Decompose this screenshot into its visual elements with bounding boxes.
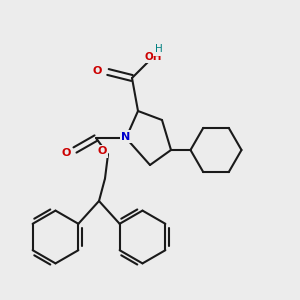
Text: N: N [122,131,130,142]
Text: O: O [61,148,71,158]
Text: OH: OH [144,52,162,62]
Text: O: O [93,65,102,76]
Text: O: O [97,146,107,157]
Text: O: O [61,148,71,158]
Text: H: H [154,44,162,55]
Text: OH: OH [144,52,162,62]
Text: O: O [93,65,102,76]
Text: O: O [97,146,107,157]
Text: N: N [122,131,130,142]
Text: H: H [154,44,162,55]
